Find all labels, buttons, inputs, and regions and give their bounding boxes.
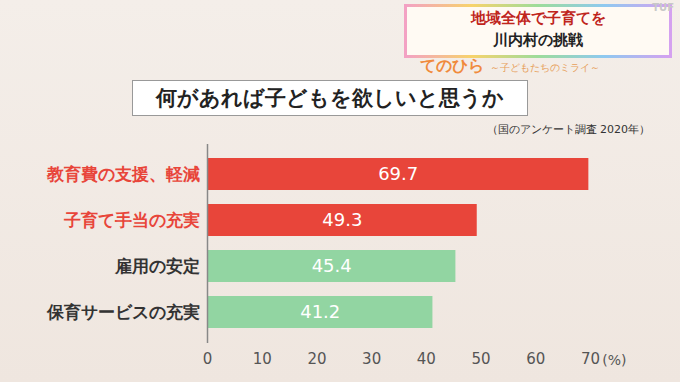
svg-text:70: 70 xyxy=(581,350,600,368)
svg-text:子育て手当の充実: 子育て手当の充実 xyxy=(63,210,200,230)
svg-text:45.4: 45.4 xyxy=(312,255,352,276)
svg-text:69.7: 69.7 xyxy=(378,163,418,184)
svg-text:雇用の安定: 雇用の安定 xyxy=(114,256,200,276)
svg-text:41.2: 41.2 xyxy=(300,301,340,322)
html-text:てのひら ～子どもたちのミライ～: てのひら ～子どもたちのミライ～ xyxy=(420,56,600,75)
html-text:何があれば子どもを欲しいと思うか: 何があれば子どもを欲しいと思うか xyxy=(156,86,504,110)
html-text:（国のアンケート調査 2020年）: （国のアンケート調査 2020年） xyxy=(486,123,650,136)
html-text:地域全体で子育てを: 地域全体で子育てを xyxy=(470,9,606,27)
svg-text:50: 50 xyxy=(472,350,491,368)
svg-text:20: 20 xyxy=(307,350,326,368)
html-text:TUF: TUF xyxy=(652,2,674,13)
svg-text:49.3: 49.3 xyxy=(322,209,362,230)
svg-text:60: 60 xyxy=(526,350,545,368)
svg-text:(%): (%) xyxy=(602,352,626,368)
svg-text:教育費の支援、軽減: 教育費の支援、軽減 xyxy=(46,164,200,184)
svg-text:保育サービスの充実: 保育サービスの充実 xyxy=(46,302,200,322)
svg-text:10: 10 xyxy=(253,350,272,368)
svg-text:30: 30 xyxy=(362,350,381,368)
svg-text:40: 40 xyxy=(417,350,436,368)
svg-text:0: 0 xyxy=(203,350,213,368)
html-text:川内村の挑戦: 川内村の挑戦 xyxy=(493,31,583,49)
